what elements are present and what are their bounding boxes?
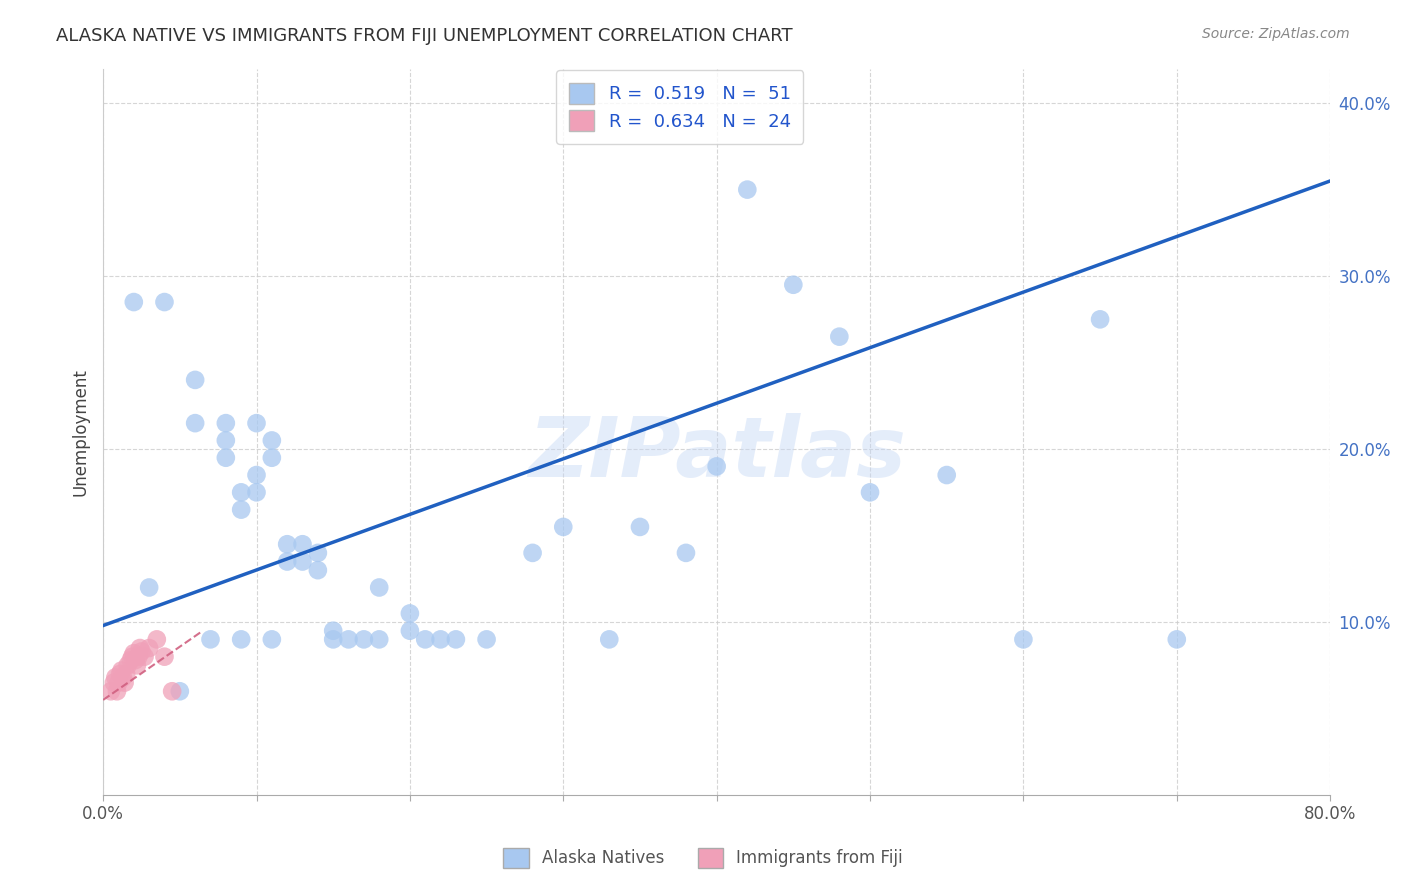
Point (231, 502, 253, 516)
Point (138, 640, 160, 655)
Point (245, 468, 267, 483)
Point (675, 546, 697, 560)
Point (100, 684, 122, 698)
Point (429, 632, 451, 647)
Point (1012, 632, 1035, 647)
Point (291, 555, 314, 569)
Point (782, 277, 804, 292)
Point (146, 632, 169, 647)
Point (231, 485, 253, 500)
Point (153, 649, 176, 664)
Point (231, 632, 253, 647)
Point (122, 295, 145, 310)
Legend: Alaska Natives, Immigrants from Fiji: Alaska Natives, Immigrants from Fiji (496, 841, 910, 875)
Point (368, 632, 391, 647)
Point (859, 485, 882, 500)
Point (114, 675, 136, 690)
Point (110, 664, 132, 678)
Point (117, 658, 139, 673)
Point (215, 450, 238, 465)
Point (105, 684, 128, 698)
Point (935, 468, 957, 483)
Text: Source: ZipAtlas.com: Source: ZipAtlas.com (1202, 27, 1350, 41)
Point (399, 624, 422, 638)
Point (121, 649, 143, 664)
Point (112, 670, 135, 684)
Legend: R =  0.519   N =  51, R =  0.634   N =  24: R = 0.519 N = 51, R = 0.634 N = 24 (557, 70, 803, 144)
Point (399, 607, 422, 621)
Text: ALASKA NATIVE VS IMMIGRANTS FROM FIJI UNEMPLOYMENT CORRELATION CHART: ALASKA NATIVE VS IMMIGRANTS FROM FIJI UN… (56, 27, 793, 45)
Point (184, 416, 207, 430)
Point (103, 675, 125, 690)
Point (122, 646, 145, 660)
Point (125, 658, 148, 673)
Point (160, 684, 183, 698)
Point (120, 653, 142, 667)
Point (307, 563, 329, 577)
Point (245, 485, 267, 500)
Point (737, 183, 759, 197)
Point (134, 649, 156, 664)
Point (444, 632, 467, 647)
Point (104, 670, 127, 684)
Point (706, 459, 728, 474)
Point (107, 675, 129, 690)
Point (124, 653, 146, 667)
Point (322, 624, 344, 638)
Point (127, 649, 149, 664)
Point (553, 520, 575, 534)
Point (260, 632, 283, 647)
Point (1166, 632, 1188, 647)
Point (184, 373, 207, 387)
Point (153, 295, 176, 310)
Point (628, 520, 651, 534)
Point (245, 416, 267, 430)
Point (276, 537, 298, 551)
Text: ZIPatlas: ZIPatlas (527, 413, 905, 494)
Point (276, 555, 298, 569)
Point (337, 632, 360, 647)
Point (368, 581, 391, 595)
Point (522, 546, 544, 560)
Point (169, 684, 191, 698)
Point (115, 667, 138, 681)
Point (828, 329, 851, 343)
Point (322, 632, 344, 647)
Point (307, 546, 329, 560)
Point (200, 632, 222, 647)
Point (291, 537, 314, 551)
Point (1088, 312, 1111, 326)
Point (260, 434, 283, 448)
Point (138, 581, 160, 595)
Point (215, 416, 238, 430)
Point (598, 632, 620, 647)
Point (108, 667, 131, 681)
Point (129, 640, 152, 655)
Point (353, 632, 375, 647)
Y-axis label: Unemployment: Unemployment (72, 368, 89, 496)
Point (475, 632, 498, 647)
Point (413, 632, 436, 647)
Point (131, 644, 153, 658)
Point (215, 434, 238, 448)
Point (260, 450, 283, 465)
